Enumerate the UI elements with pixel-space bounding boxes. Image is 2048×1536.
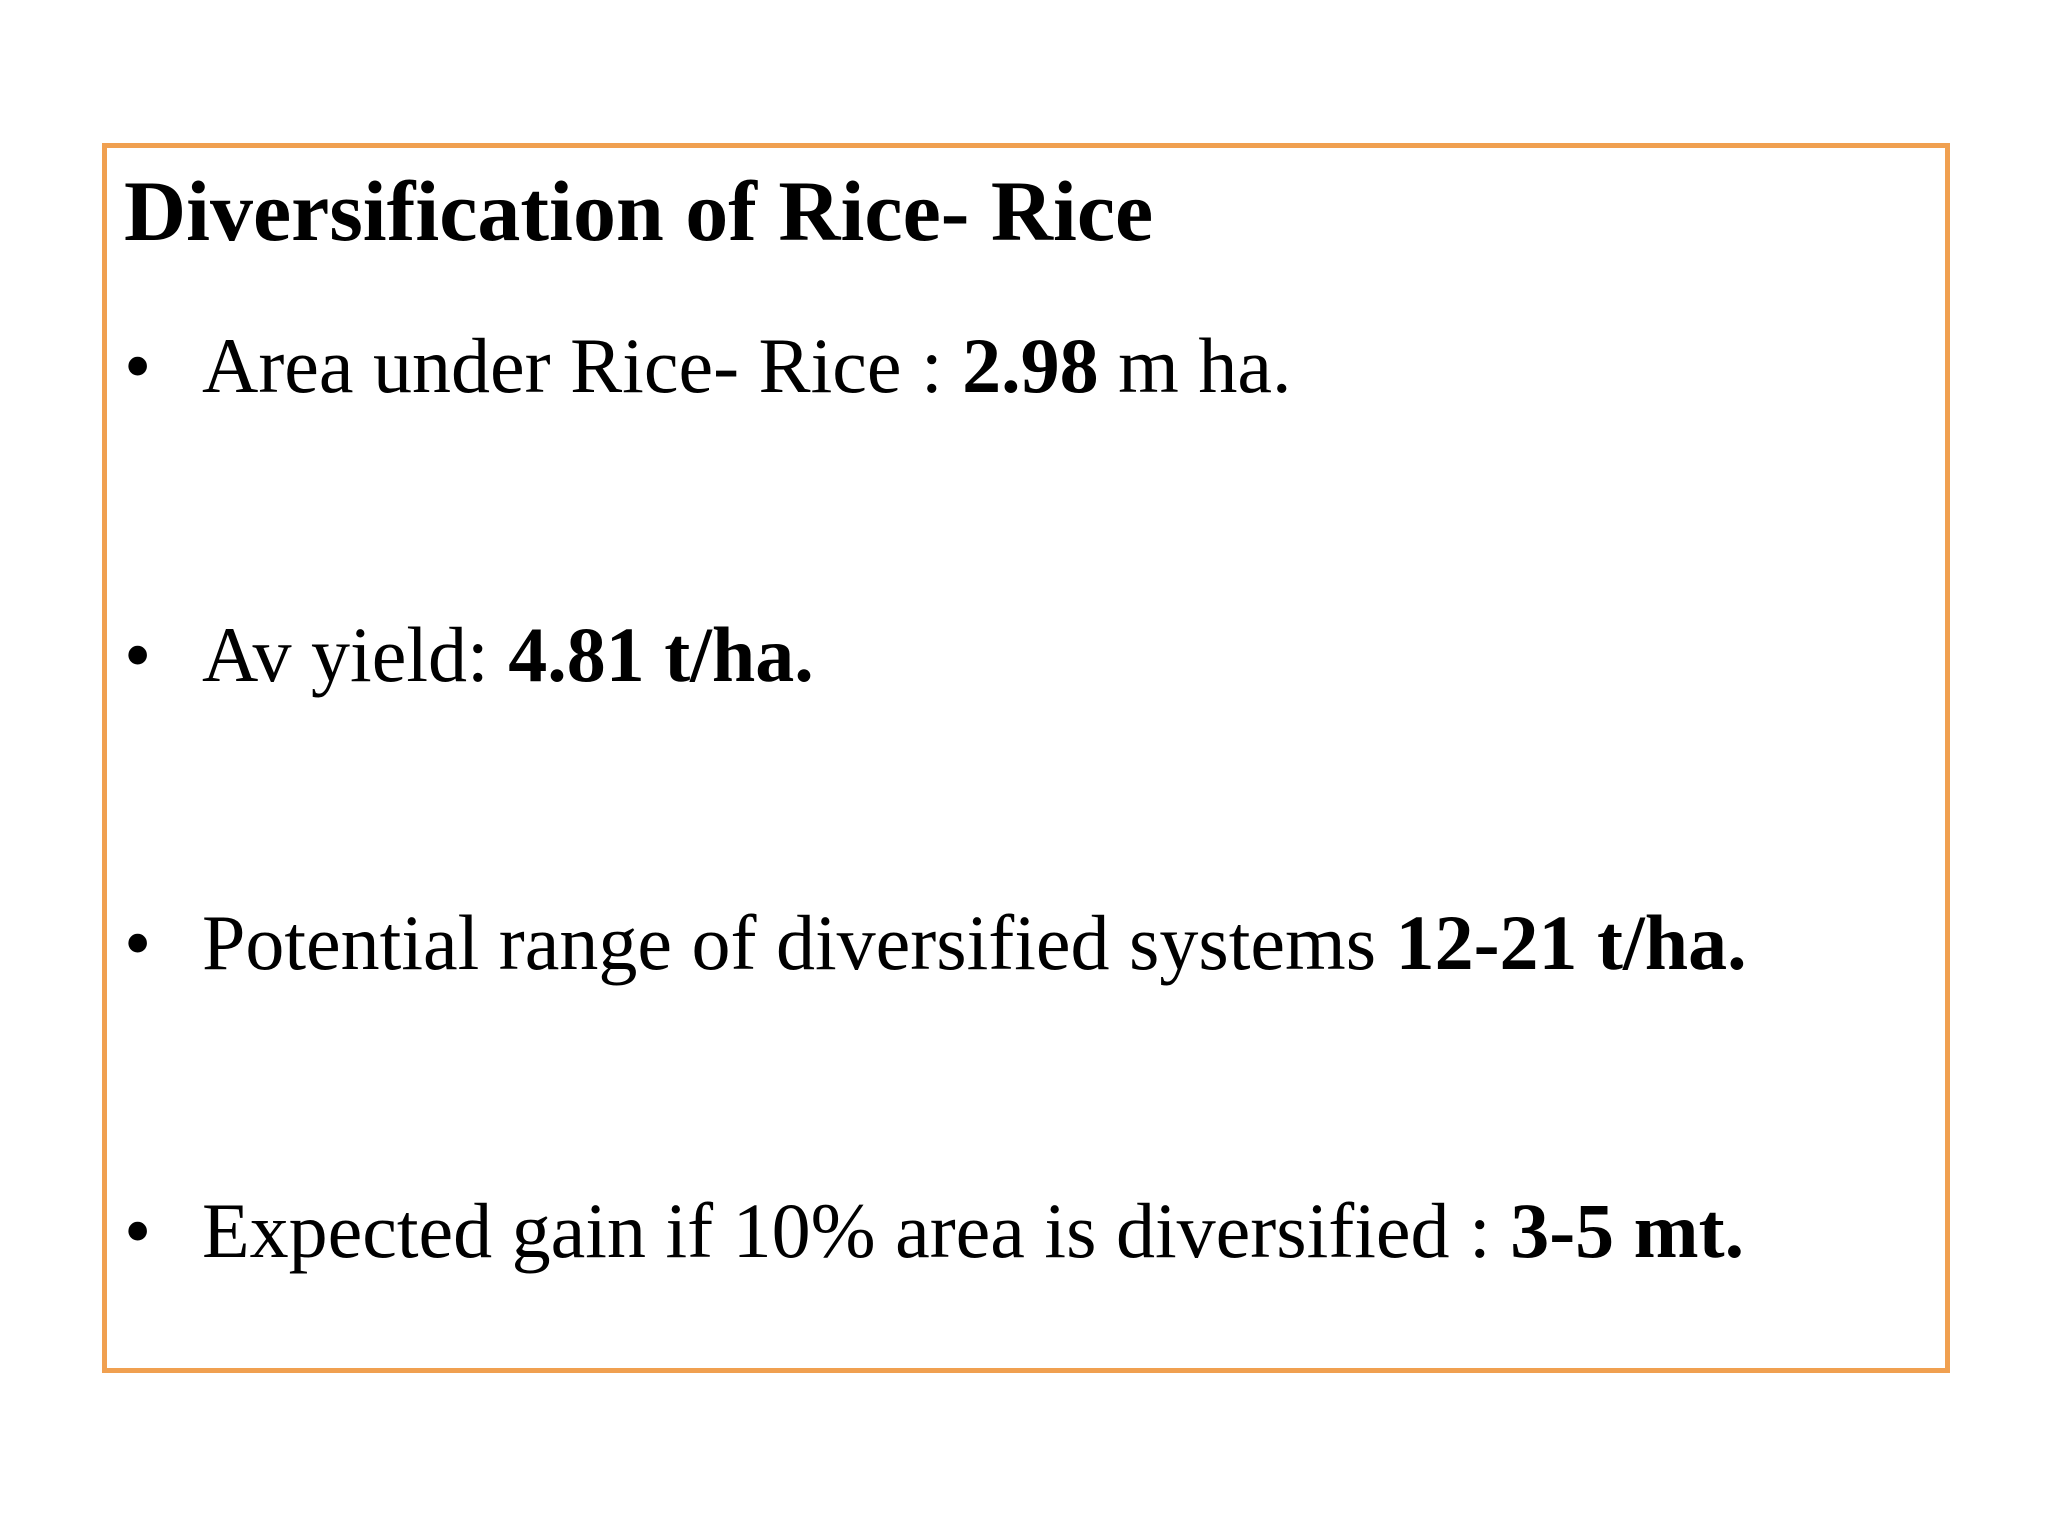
- bullet-text-bold-value: 4.81 t/ha.: [508, 611, 814, 698]
- bullet-text-pre: Av yield:: [202, 611, 509, 698]
- bullet-dot-icon: •: [124, 1187, 152, 1274]
- bullet-dot-icon: •: [124, 322, 152, 409]
- slide-title: Diversification of Rice- Rice: [124, 163, 1154, 259]
- bullet-text-bold-value: 3-5 mt.: [1510, 1187, 1745, 1274]
- bullet-dot-icon: •: [124, 899, 152, 986]
- bullet-text: Expected gain if 10% area is diversified…: [202, 1192, 1744, 1270]
- bullet-text-pre: Area under Rice- Rice :: [202, 322, 963, 409]
- bullet-text-pre: Potential range of diversified systems: [202, 899, 1396, 986]
- bullet-text-bold-value: 2.98: [962, 322, 1099, 409]
- bullet-text: Av yield: 4.81 t/ha.: [202, 616, 814, 694]
- slide-frame: [102, 143, 1950, 1373]
- bullet-dot-icon: •: [124, 611, 152, 698]
- bullet-text: Area under Rice- Rice : 2.98 m ha.: [202, 327, 1291, 405]
- bullet-text-post: m ha.: [1098, 322, 1292, 409]
- bullet-text-bold-value: 12-21 t/ha.: [1395, 899, 1747, 986]
- bullet-text: Potential range of diversified systems 1…: [202, 904, 1747, 982]
- bullet-text-pre: Expected gain if 10% area is diversified…: [202, 1187, 1511, 1274]
